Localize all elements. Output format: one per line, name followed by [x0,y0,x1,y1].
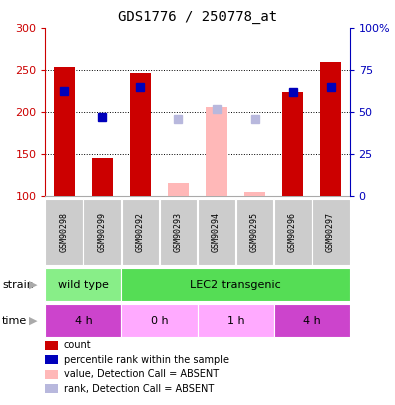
Text: ▶: ▶ [29,316,38,326]
Bar [45,199,83,264]
Bar [122,199,160,264]
Bar [168,183,189,196]
Bar [244,192,265,196]
Text: value, Detection Call = ABSENT: value, Detection Call = ABSENT [64,369,219,379]
Text: time: time [2,316,27,326]
Text: wild type: wild type [58,279,109,290]
Text: count: count [64,340,92,350]
Text: rank, Detection Call = ABSENT: rank, Detection Call = ABSENT [64,384,214,394]
Bar [198,305,274,337]
Text: strain: strain [2,280,34,290]
Bar [45,305,122,337]
Bar [92,158,113,196]
Text: GSM90298: GSM90298 [60,212,69,252]
Text: 4 h: 4 h [75,316,92,326]
Text: percentile rank within the sample: percentile rank within the sample [64,355,229,364]
Text: GSM90297: GSM90297 [326,212,335,252]
Bar [312,199,350,264]
Text: 4 h: 4 h [303,316,320,326]
Bar [160,199,198,264]
Bar [274,199,312,264]
Text: GSM90295: GSM90295 [250,212,259,252]
Text: 0 h: 0 h [150,316,168,326]
Text: GSM90296: GSM90296 [288,212,297,252]
Bar [282,92,303,196]
Bar [206,107,227,196]
Text: GDS1776 / 250778_at: GDS1776 / 250778_at [118,10,277,24]
Bar [122,268,350,301]
Text: GSM90292: GSM90292 [136,212,145,252]
Bar [54,67,75,196]
Bar [45,268,122,301]
Bar [198,199,235,264]
Bar [130,73,151,196]
Bar [122,305,198,337]
Bar [235,199,273,264]
Text: GSM90293: GSM90293 [174,212,183,252]
Text: ▶: ▶ [29,280,38,290]
Bar [320,62,341,196]
Text: GSM90294: GSM90294 [212,212,221,252]
Text: GSM90299: GSM90299 [98,212,107,252]
Text: 1 h: 1 h [227,316,245,326]
Text: LEC2 transgenic: LEC2 transgenic [190,279,281,290]
Bar [83,199,121,264]
Bar [273,305,350,337]
